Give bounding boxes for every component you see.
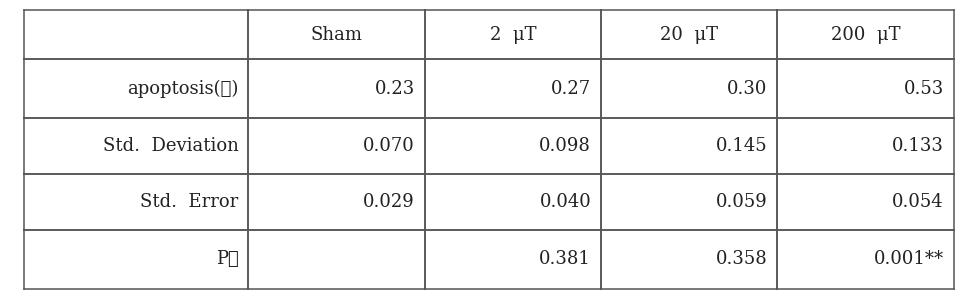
- Text: 0.53: 0.53: [903, 80, 943, 98]
- Text: 0.001**: 0.001**: [872, 250, 943, 268]
- Text: 0.27: 0.27: [550, 80, 590, 98]
- Text: 0.029: 0.029: [362, 193, 414, 211]
- Text: 0.054: 0.054: [891, 193, 943, 211]
- Text: 200  μT: 200 μT: [829, 26, 899, 44]
- Text: 0.059: 0.059: [715, 193, 767, 211]
- Text: apoptosis(개): apoptosis(개): [127, 80, 238, 98]
- Text: 0.381: 0.381: [538, 250, 590, 268]
- Text: 0.145: 0.145: [715, 137, 767, 155]
- Text: Std.  Error: Std. Error: [141, 193, 238, 211]
- Text: 2  μT: 2 μT: [489, 26, 535, 44]
- Text: 0.30: 0.30: [726, 80, 767, 98]
- Text: P값: P값: [216, 250, 238, 268]
- Text: 0.23: 0.23: [374, 80, 414, 98]
- Text: 0.358: 0.358: [715, 250, 767, 268]
- Text: 0.070: 0.070: [362, 137, 414, 155]
- Text: 0.040: 0.040: [539, 193, 590, 211]
- Text: 20  μT: 20 μT: [659, 26, 717, 44]
- Text: Std.  Deviation: Std. Deviation: [103, 137, 238, 155]
- Text: 0.133: 0.133: [891, 137, 943, 155]
- Text: Sham: Sham: [311, 26, 362, 44]
- Text: 0.098: 0.098: [538, 137, 590, 155]
